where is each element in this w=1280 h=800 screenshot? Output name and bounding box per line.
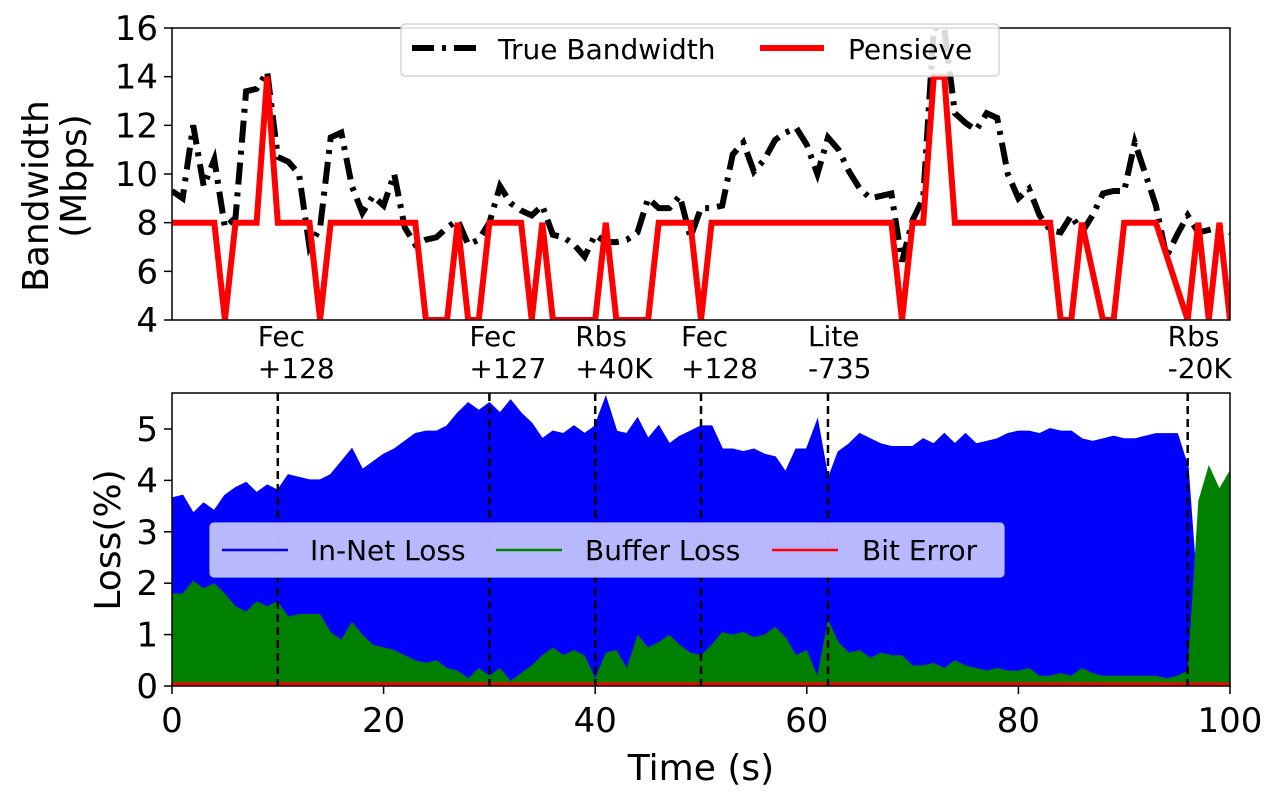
bandwidth-y-tick-label: 8: [136, 204, 158, 244]
x-tick-label: 40: [574, 701, 617, 741]
bandwidth-y-axis-title-line1: Bandwidth: [16, 100, 57, 292]
buffer-loss-area: [172, 465, 1230, 686]
annotation-label-top: Lite: [808, 320, 860, 353]
legend-label-buffer-loss: Buffer Loss: [585, 534, 740, 567]
bandwidth-y-tick-label: 12: [115, 106, 158, 146]
legend-label-in-net-loss: In-Net Loss: [310, 534, 466, 567]
x-tick-label: 0: [161, 701, 183, 741]
legend-label-true-bandwidth: True Bandwidth: [497, 33, 715, 66]
bandwidth-y-tick-label: 14: [115, 58, 158, 98]
bandwidth-y-ticks: 4 6 8 10 12 14 16: [115, 9, 172, 341]
annotation-label-top: Rbs: [1168, 320, 1220, 353]
pensieve-line: [172, 73, 1230, 320]
x-tick-label: 60: [785, 701, 828, 741]
loss-y-tick-label: 5: [136, 410, 158, 450]
loss-plot-frame: [171, 392, 1231, 687]
loss-y-axis-title: Loss(%): [88, 469, 129, 610]
bandwidth-panel: 4 6 8 10 12 14 16 Bandwidth (Mbps) True Bandwi…: [16, 9, 1231, 341]
bandwidth-legend-box: [400, 23, 1000, 77]
loss-y-tick-label: 3: [136, 513, 158, 553]
annotation-label-bottom: +40K: [575, 352, 653, 385]
annotation-label-top: Fec: [469, 320, 516, 353]
bandwidth-y-tick-label: 10: [115, 155, 158, 195]
annotation-label-bottom: +128: [258, 352, 335, 385]
loss-y-tick-label: 2: [136, 564, 158, 604]
bandwidth-y-tick-label: 16: [115, 9, 158, 49]
true-bandwidth-line: [172, 28, 1230, 266]
annotation-label-bottom: +127: [469, 352, 546, 385]
annotation-label-top: Fec: [258, 320, 305, 353]
loss-y-ticks: 0 1 2 3 4 5: [136, 410, 172, 707]
annotation-label-top: Rbs: [575, 320, 627, 353]
loss-y-tick-label: 1: [136, 616, 158, 656]
legend-label-bit-error: Bit Error: [862, 534, 978, 567]
loss-x-ticks: 0 20 40 60 80 100: [161, 686, 1262, 741]
x-tick-label: 100: [1198, 701, 1263, 741]
annotation-label-bottom: +128: [681, 352, 758, 385]
bandwidth-y-tick-label: 6: [136, 252, 158, 292]
x-tick-label: 80: [997, 701, 1040, 741]
bandwidth-series-group: [172, 28, 1230, 320]
annotation-group: Fec+128Fec+127Rbs+40KFec+128Lite-735Rbs-…: [258, 320, 1233, 385]
bandwidth-y-axis-title-line2: (Mbps): [54, 114, 95, 238]
loss-legend: In-Net Loss Buffer Loss Bit Error: [209, 522, 1005, 578]
annotation-label-top: Fec: [681, 320, 728, 353]
loss-y-tick-label: 0: [136, 667, 158, 707]
loss-y-tick-label: 4: [136, 461, 158, 501]
annotation-label-bottom: -735: [808, 352, 872, 385]
loss-legend-box: [209, 522, 1005, 578]
legend-label-pensieve: Pensieve: [848, 33, 972, 66]
loss-panel: 0 1 2 3 4 5 0 20 40 60 80 100 Loss(%) Time (s) In-…: [88, 392, 1262, 789]
x-axis-title: Time (s): [627, 748, 774, 789]
annotation-label-bottom: -20K: [1168, 352, 1233, 385]
bandwidth-y-tick-label: 4: [136, 301, 158, 341]
bandwidth-legend: True Bandwidth Pensieve: [400, 23, 1000, 77]
x-tick-label: 20: [362, 701, 405, 741]
